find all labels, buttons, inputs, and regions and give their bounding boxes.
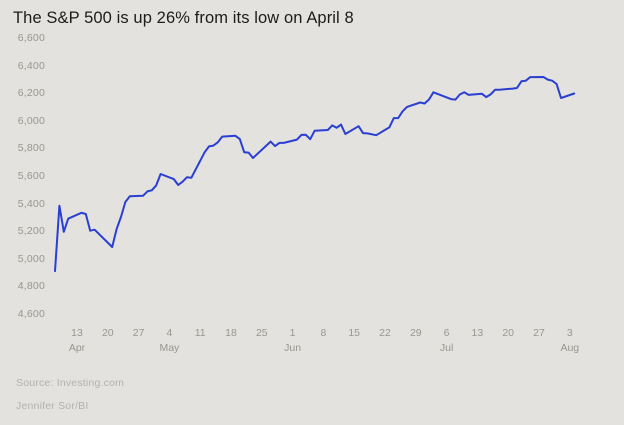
chart-title: The S&P 500 is up 26% from its low on Ap… <box>13 9 354 27</box>
y-axis-label: 5,400 <box>17 197 45 210</box>
x-axis-tick-label: 1 <box>289 327 296 339</box>
x-axis-month-label: Jul <box>439 342 454 354</box>
x-axis-month-label: Apr <box>68 342 86 354</box>
y-axis-label: 6,200 <box>17 87 45 100</box>
x-axis-tick-label: 25 <box>255 327 268 339</box>
x-axis-month-label: Jun <box>284 342 302 354</box>
x-axis-tick-label: 29 <box>409 327 422 339</box>
y-axis-label: 5,000 <box>17 252 45 265</box>
x-axis-month-label: Aug <box>560 342 580 354</box>
y-axis-label: 6,600 <box>17 32 45 44</box>
x-axis-tick-label: 11 <box>194 327 206 339</box>
x-axis-tick-label: 18 <box>225 327 237 339</box>
y-axis-label: 5,200 <box>17 225 45 238</box>
y-axis-label: 5,600 <box>17 170 45 182</box>
y-axis-label: 4,800 <box>17 280 45 293</box>
x-axis-tick-label: 13 <box>71 327 83 339</box>
y-axis-label: 6,000 <box>17 114 45 127</box>
x-axis-month-label: May <box>159 342 180 354</box>
x-axis-tick-label: 22 <box>379 327 391 339</box>
x-axis-tick-label: 8 <box>320 327 327 339</box>
x-axis-tick-label: 6 <box>443 327 450 339</box>
x-axis-tick-label: 27 <box>132 327 145 339</box>
author-credit: Jennifer Sor/BI <box>16 400 89 412</box>
x-axis-tick-label: 13 <box>471 327 484 339</box>
source-credit: Source: Investing.com <box>16 377 125 389</box>
y-axis-label: 4,600 <box>17 308 45 320</box>
price-line <box>54 76 576 273</box>
x-axis-tick-label: 3 <box>566 327 573 339</box>
x-axis-tick-label: 27 <box>533 327 545 339</box>
x-axis-tick-label: 4 <box>166 327 173 339</box>
x-axis-tick-label: 20 <box>101 327 114 339</box>
x-axis-tick-label: 15 <box>348 327 361 339</box>
y-axis-label: 5,800 <box>17 142 45 155</box>
y-axis-label: 6,400 <box>17 59 45 72</box>
x-axis-tick-label: 20 <box>502 327 515 339</box>
